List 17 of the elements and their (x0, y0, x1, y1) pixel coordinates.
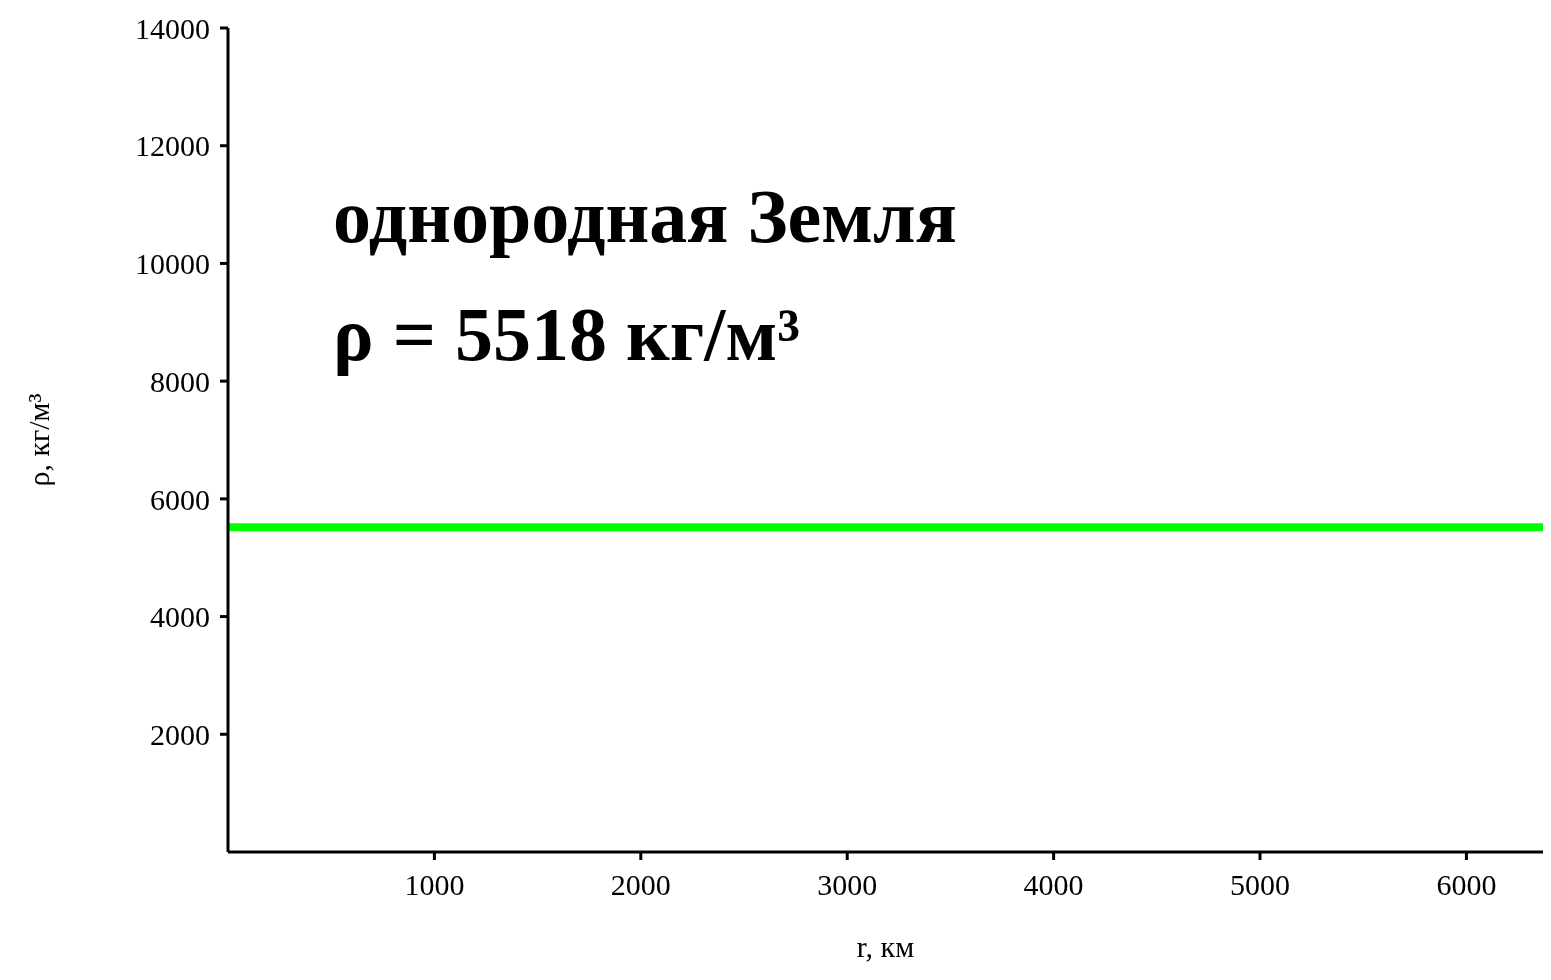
y-tick-label: 10000 (135, 247, 210, 281)
y-tick-label: 4000 (150, 600, 210, 634)
annotation: однородная Земля (333, 173, 957, 260)
y-axis-title: ρ, кг/м³ (21, 393, 55, 487)
y-tick-label: 12000 (135, 129, 210, 163)
x-tick-label: 5000 (1230, 868, 1291, 902)
x-tick-label: 6000 (1436, 868, 1497, 902)
annotation: ρ = 5518 кг/м³ (333, 290, 801, 378)
x-tick-label: 2000 (610, 868, 671, 902)
x-axis-title: r, км (856, 930, 915, 963)
x-tick-label: 4000 (1023, 868, 1084, 902)
y-tick-label: 6000 (150, 482, 210, 516)
y-tick-label: 14000 (135, 11, 210, 45)
x-tick-label: 1000 (404, 868, 465, 902)
y-tick-label: 8000 (150, 364, 210, 398)
y-tick-label: 2000 (150, 717, 210, 751)
x-tick-label: 3000 (817, 868, 878, 902)
